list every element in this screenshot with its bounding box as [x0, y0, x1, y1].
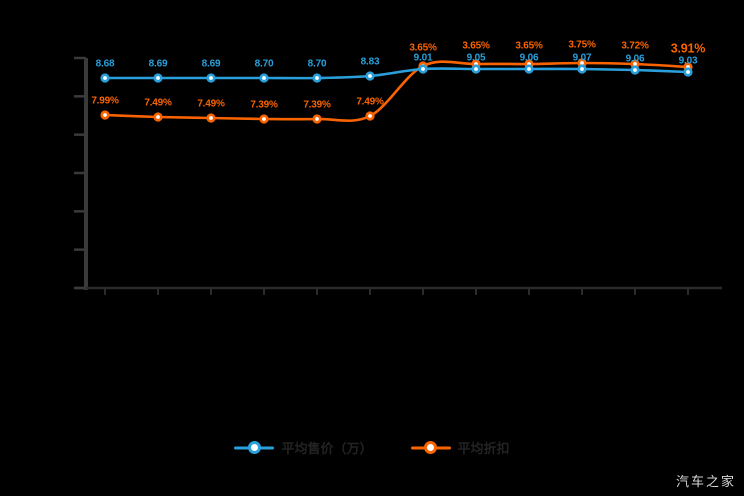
y-axis-ticks — [74, 56, 86, 290]
data-label: 9.05 — [467, 53, 486, 64]
data-point[interactable] — [312, 114, 322, 124]
data-point[interactable] — [577, 64, 587, 74]
series-markers-price — [100, 64, 693, 83]
data-point[interactable] — [630, 65, 640, 75]
chart-legend: 平均售价（万） 平均折扣 — [0, 438, 744, 457]
data-label: 8.69 — [149, 59, 168, 70]
data-label: 9.07 — [573, 53, 592, 64]
data-labels-price: 8.68 8.69 8.69 8.70 8.70 8.83 9.01 9.05 9.06 9.07… — [96, 53, 699, 70]
data-label: 9.06 — [520, 53, 539, 64]
data-point[interactable] — [683, 67, 693, 77]
data-label: 9.01 — [414, 53, 433, 64]
data-label: 8.70 — [255, 59, 274, 70]
data-labels-discount: 7.99% 7.49% 7.49% 7.39% 7.39% 7.49% 3.65% 3.65%… — [91, 40, 705, 111]
data-label: 8.70 — [308, 59, 327, 70]
x-axis-ticks — [104, 288, 689, 295]
data-point[interactable] — [100, 73, 110, 83]
data-label: 3.72% — [621, 41, 649, 52]
legend-marker-price — [234, 441, 275, 455]
legend-marker-discount — [410, 441, 451, 455]
data-label: 7.49% — [197, 99, 225, 110]
data-label: 3.65% — [515, 41, 543, 52]
legend-label-discount: 平均折扣 — [457, 441, 510, 456]
data-label: 3.65% — [409, 43, 437, 54]
data-label: 8.83 — [361, 57, 380, 68]
data-label: 9.06 — [626, 54, 645, 65]
data-label: 7.99% — [91, 96, 119, 107]
data-point[interactable] — [100, 110, 110, 120]
data-point[interactable] — [312, 73, 322, 83]
data-point[interactable] — [524, 64, 534, 74]
legend-item-discount[interactable]: 平均折扣 — [410, 438, 510, 457]
data-label: 3.75% — [568, 40, 596, 51]
data-label: 3.65% — [462, 41, 490, 52]
data-point[interactable] — [365, 71, 375, 81]
data-point[interactable] — [365, 111, 375, 121]
data-point[interactable] — [471, 64, 481, 74]
data-label: 3.91% — [671, 41, 706, 55]
data-label: 7.39% — [250, 100, 278, 111]
data-point[interactable] — [206, 113, 216, 123]
legend-label-price: 平均售价（万） — [281, 441, 373, 456]
data-point[interactable] — [153, 73, 163, 83]
watermark-autohome: 汽车之家 — [675, 474, 736, 489]
data-point[interactable] — [418, 64, 428, 74]
data-point[interactable] — [259, 73, 269, 83]
data-point[interactable] — [153, 112, 163, 122]
data-label: 9.03 — [679, 56, 698, 67]
legend-item-price[interactable]: 平均售价（万） — [234, 438, 373, 457]
data-label: 8.68 — [96, 59, 115, 70]
data-label: 8.69 — [202, 59, 221, 70]
data-label: 7.39% — [303, 100, 331, 111]
data-point[interactable] — [206, 73, 216, 83]
data-label: 7.49% — [144, 98, 172, 109]
series-line-price — [103, 67, 690, 80]
axis-group — [74, 56, 722, 295]
data-point[interactable] — [259, 114, 269, 124]
data-label: 7.49% — [356, 97, 384, 108]
